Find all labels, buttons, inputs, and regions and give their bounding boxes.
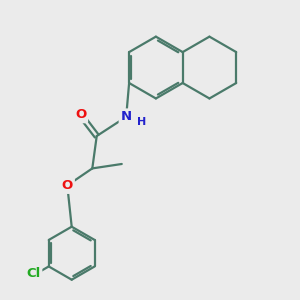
- Text: N: N: [121, 110, 132, 123]
- Text: O: O: [62, 179, 73, 192]
- Text: Cl: Cl: [26, 267, 40, 280]
- Text: O: O: [75, 108, 86, 121]
- Text: H: H: [137, 117, 146, 127]
